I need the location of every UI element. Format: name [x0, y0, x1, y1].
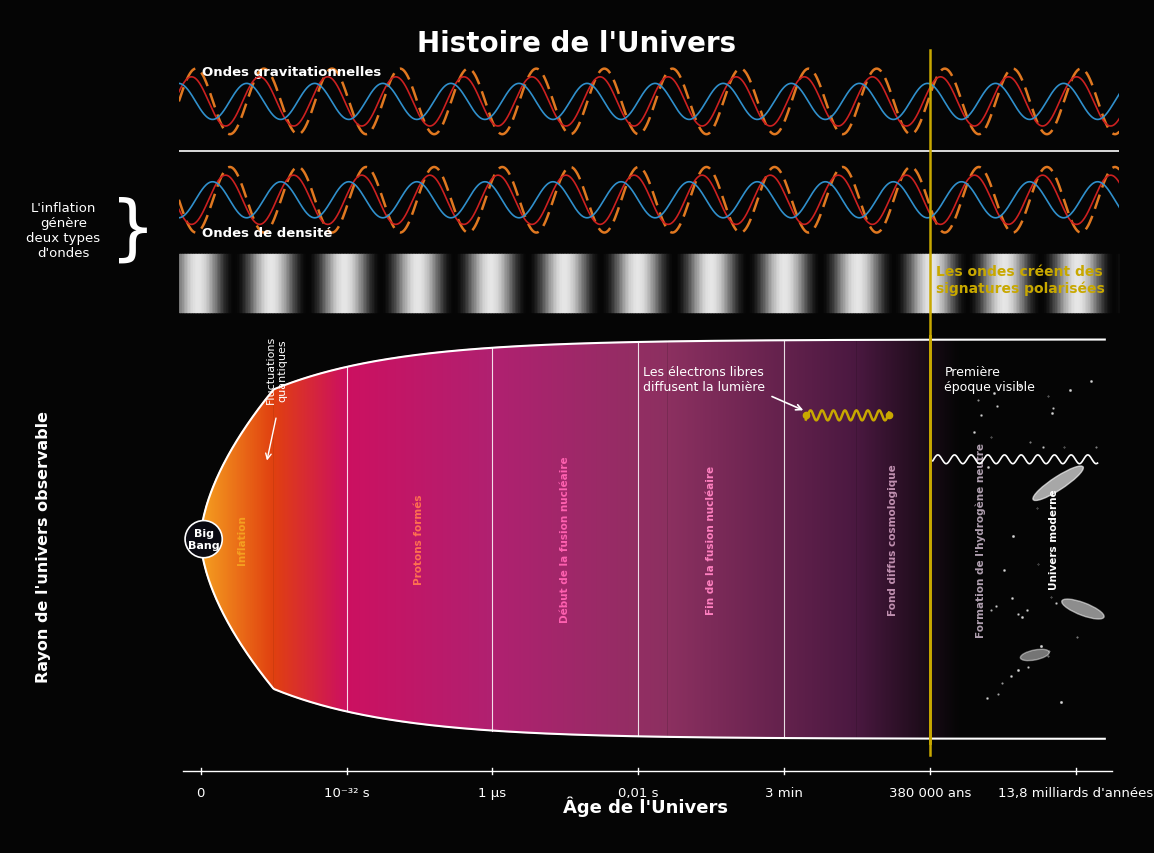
Text: Univers moderne: Univers moderne	[1049, 490, 1058, 589]
Text: Histoire de l'Univers: Histoire de l'Univers	[418, 30, 736, 58]
Text: 13,8 milliards d'années: 13,8 milliards d'années	[998, 786, 1153, 799]
Text: 10⁻³² s: 10⁻³² s	[324, 786, 369, 799]
Text: Protons formés: Protons formés	[414, 495, 425, 584]
Text: 3 min: 3 min	[765, 786, 803, 799]
Text: Ondes gravitationnelles: Ondes gravitationnelles	[202, 67, 381, 79]
Text: Rayon de l'univers observable: Rayon de l'univers observable	[37, 410, 51, 682]
Ellipse shape	[1020, 649, 1049, 661]
Text: 1 μs: 1 μs	[478, 786, 507, 799]
Text: Inflation: Inflation	[237, 514, 247, 565]
Text: L'inflation
génère
deux types
d'ondes: L'inflation génère deux types d'ondes	[27, 201, 100, 259]
Text: Ondes de densité: Ondes de densité	[202, 227, 332, 241]
Text: Big
Bang: Big Bang	[188, 529, 219, 550]
Text: 0: 0	[196, 786, 205, 799]
Text: 0,01 s: 0,01 s	[617, 786, 659, 799]
Text: 380 000 ans: 380 000 ans	[889, 786, 971, 799]
Text: Fluctuations
quantiques: Fluctuations quantiques	[265, 336, 287, 404]
Text: Première
époque visible: Première époque visible	[944, 366, 1035, 394]
Text: Âge de l'Univers: Âge de l'Univers	[563, 795, 728, 815]
Text: Fin de la fusion nucléaire: Fin de la fusion nucléaire	[706, 465, 717, 614]
Text: Fond diffus cosmologique: Fond diffus cosmologique	[889, 464, 898, 615]
Text: }: }	[110, 196, 156, 264]
Text: Les ondes créent des
signatures polarisées: Les ondes créent des signatures polarisé…	[936, 264, 1104, 295]
Text: Début de la fusion nucléaire: Début de la fusion nucléaire	[561, 456, 570, 623]
Ellipse shape	[1062, 600, 1104, 619]
Polygon shape	[960, 340, 1104, 739]
Text: Formation de l'hydrogène neutre: Formation de l'hydrogène neutre	[975, 442, 987, 637]
Text: Les électrons libres
diffusent la lumière: Les électrons libres diffusent la lumièr…	[643, 366, 765, 394]
Ellipse shape	[1033, 467, 1084, 501]
